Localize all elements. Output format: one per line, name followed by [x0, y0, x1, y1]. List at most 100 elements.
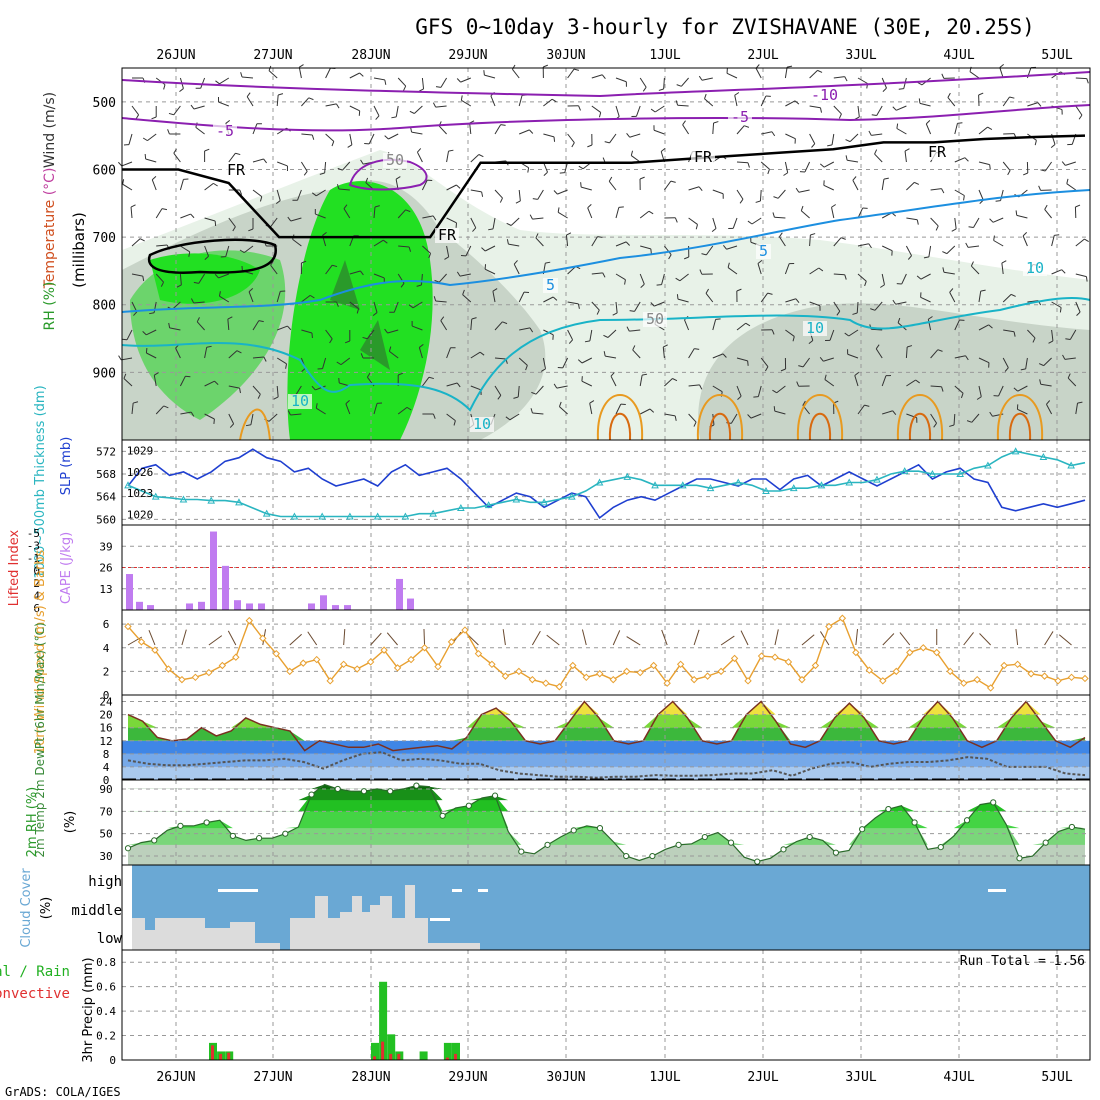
wind-barb [1065, 338, 1071, 341]
wind-barb [398, 372, 404, 376]
x-tick-label: 4JUL [943, 48, 974, 63]
axis-label: RH (%) [42, 282, 58, 331]
wind-speed-point [703, 672, 712, 680]
wind-speed-point [259, 634, 267, 643]
wind-barb [679, 273, 689, 282]
wind-barb [607, 329, 617, 338]
wind-barb [366, 372, 371, 378]
wind-barb [612, 630, 621, 646]
wind-barb [573, 68, 580, 71]
wind-barb [1040, 169, 1046, 172]
wind-barb [1075, 403, 1079, 415]
y-tick-label: 50 [99, 828, 112, 841]
wind-barb [954, 355, 966, 359]
wind-barb [978, 92, 984, 96]
wind-barb [225, 245, 230, 257]
wind-barb [618, 206, 624, 208]
wind-barb [610, 372, 615, 377]
wind-barb [532, 217, 544, 220]
wind-barb [411, 131, 423, 135]
rh-point [990, 799, 997, 806]
precip-convective-bar [219, 1053, 223, 1060]
wind-barb [406, 406, 412, 411]
wind-barb [603, 334, 609, 338]
wind-barb [126, 329, 133, 341]
wind-barb [275, 200, 281, 204]
wind-barb [196, 317, 200, 323]
wind-barb [213, 418, 215, 425]
wind-barb [951, 228, 957, 232]
wind-barb [435, 105, 447, 108]
wind-barb [838, 113, 842, 119]
wind-barb [309, 294, 315, 299]
wind-barb [785, 298, 797, 303]
wind-barb [204, 217, 216, 222]
wind-barb [543, 171, 548, 176]
wind-barb [605, 355, 617, 359]
wind-barb [712, 189, 724, 195]
wind-barb [204, 148, 210, 152]
wind-speed-point [596, 670, 604, 678]
wind-barb [308, 97, 314, 101]
wind-barb [1022, 232, 1028, 237]
wind-speed-point [879, 677, 887, 685]
rh-point [596, 824, 604, 832]
wind-barb [470, 385, 482, 391]
wind-barb [151, 179, 157, 191]
wind-barb [833, 105, 842, 115]
wind-barb [362, 336, 368, 340]
wind-barb [344, 340, 350, 344]
wind-barb [798, 365, 804, 368]
contour-label-bg [213, 124, 237, 139]
wind-barb [840, 237, 846, 240]
wind-barb [578, 105, 581, 111]
wind-barb [215, 80, 220, 85]
wind-barb [954, 217, 957, 229]
x-tick-label: 30JUN [546, 48, 585, 63]
cape-bar [308, 603, 315, 610]
wind-barb [290, 217, 302, 222]
wind-barb [823, 161, 835, 168]
wind-barb [827, 144, 833, 147]
wind-barb [658, 88, 664, 91]
wind-barb [892, 410, 897, 416]
wind-barb [727, 262, 730, 268]
wind-barb [870, 308, 876, 311]
wind-barb [228, 385, 240, 389]
wind-barb [699, 269, 703, 275]
rh-field-gray [698, 303, 1090, 440]
wind-barb [1050, 144, 1056, 149]
wind-barb [615, 207, 620, 219]
wind-barb [416, 284, 422, 287]
wind-barb [537, 189, 544, 200]
thickness-marker [457, 503, 465, 511]
rh-point [754, 858, 761, 865]
wind-barb [446, 217, 457, 224]
contour-label: FR [694, 148, 713, 166]
x-tick-label: 5JUL [1041, 1070, 1072, 1085]
wind-barb [232, 226, 236, 232]
wind-barb [856, 301, 859, 314]
chart-title: GFS 0~10day 3-hourly for ZVISHAVANE (30E… [415, 15, 1035, 39]
y-tick-label: 700 [93, 231, 116, 246]
wind-barb [947, 97, 956, 107]
wind-barb [674, 415, 677, 421]
wind-barb [739, 198, 744, 204]
wind-barb [246, 96, 254, 107]
wind-speed-point [798, 675, 806, 684]
wind-barb [1048, 340, 1054, 344]
y-tick-label: 70 [99, 805, 112, 818]
wind-barb [160, 281, 165, 287]
precip-convective-bar [445, 1057, 449, 1060]
wind-speed-point [609, 675, 617, 684]
wind-barb [881, 179, 885, 191]
wind-barb [252, 189, 263, 198]
rh-point [387, 788, 394, 795]
thickness-marker [373, 512, 382, 520]
wind-barb [794, 100, 800, 105]
temp-contour-minus5-closed [348, 158, 428, 191]
wind-barb [676, 84, 682, 87]
wind-barb [800, 205, 804, 211]
wind-barb [525, 365, 528, 371]
